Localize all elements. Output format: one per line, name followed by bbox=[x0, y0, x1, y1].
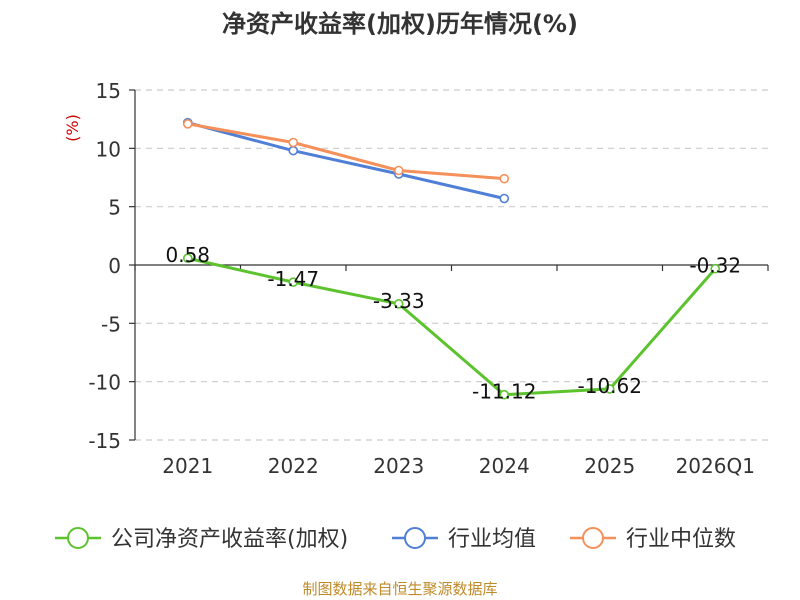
legend-label: 行业均值 bbox=[448, 527, 536, 552]
data-label: -10.62 bbox=[578, 374, 642, 398]
data-point bbox=[499, 193, 510, 204]
legend-item-0[interactable]: 公司净资产收益率(加权) bbox=[55, 527, 348, 552]
x-tick-label: 2023 bbox=[373, 454, 424, 478]
data-point bbox=[499, 173, 510, 184]
data-point bbox=[499, 389, 510, 400]
chart-title: 净资产收益率(加权)历年情况(%) bbox=[222, 10, 578, 38]
x-tick-label: 2022 bbox=[268, 454, 319, 478]
data-label: 0.58 bbox=[165, 243, 210, 267]
data-point bbox=[393, 165, 404, 176]
legend-label: 公司净资产收益率(加权) bbox=[111, 527, 348, 552]
data-point bbox=[288, 277, 299, 287]
legend-marker bbox=[67, 527, 89, 549]
data-point bbox=[710, 263, 721, 274]
series-line-0 bbox=[187, 256, 717, 397]
x-tick-label: 2025 bbox=[584, 454, 635, 478]
data-point bbox=[393, 299, 404, 309]
series-layer bbox=[182, 117, 721, 400]
y-tick-label: 10 bbox=[96, 137, 121, 161]
data-point bbox=[288, 145, 299, 156]
y-tick-label: -10 bbox=[88, 371, 121, 395]
x-tick-label: 2026Q1 bbox=[676, 454, 755, 478]
axes: 15 10 5 0 -5 -10 -15 2021 2022 2023 2024 2025 2026Q1 bbox=[88, 79, 769, 478]
legend-item-2[interactable]: 行业中位数 bbox=[570, 527, 736, 552]
x-tick-label: 2021 bbox=[162, 454, 213, 478]
legend-marker bbox=[404, 527, 426, 549]
data-point bbox=[604, 384, 615, 394]
data-label: -11.12 bbox=[472, 380, 536, 404]
data-label: -0.32 bbox=[689, 254, 741, 278]
y-tick-label: -5 bbox=[101, 312, 121, 336]
data-label: -3.33 bbox=[373, 289, 425, 313]
series-line-1 bbox=[187, 121, 505, 200]
x-tick-label: 2024 bbox=[479, 454, 530, 478]
data-label: -1.47 bbox=[267, 267, 319, 291]
source-footer: 制图数据来自恒生聚源数据库 bbox=[302, 580, 497, 598]
series-line-2 bbox=[187, 122, 505, 181]
legend-marker bbox=[582, 527, 604, 549]
legend-item-1[interactable]: 行业均值 bbox=[392, 527, 536, 552]
y-tick-label: -15 bbox=[88, 429, 121, 453]
data-point bbox=[288, 137, 299, 148]
data-point bbox=[182, 253, 193, 264]
y-tick-label: 5 bbox=[108, 196, 121, 220]
y-tick-label: 0 bbox=[108, 254, 121, 278]
legend[interactable]: 公司净资产收益率(加权) 行业均值 行业中位数 bbox=[55, 527, 736, 552]
y-tick-label: 15 bbox=[96, 79, 121, 103]
y-axis-label: (%) bbox=[63, 114, 82, 142]
data-point bbox=[182, 119, 193, 129]
data-labels: 0.58 -1.47 -3.33 -11.12 -10.62 -0.32 bbox=[165, 243, 741, 404]
legend-label: 行业中位数 bbox=[626, 527, 736, 552]
